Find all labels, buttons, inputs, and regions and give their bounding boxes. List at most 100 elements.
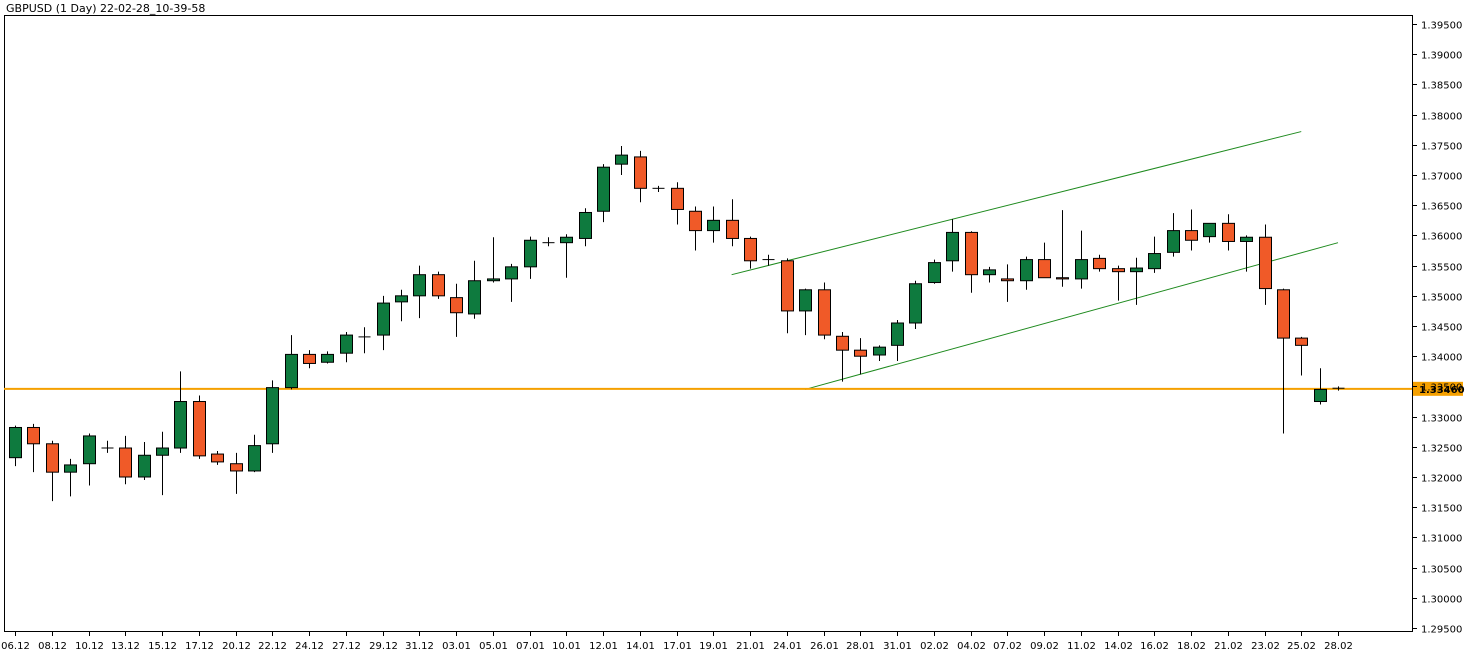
candle xyxy=(1277,288,1290,434)
candle xyxy=(432,271,445,299)
candle xyxy=(946,219,959,272)
x-tick-label: 14.02 xyxy=(1104,641,1133,652)
candle-body-bull xyxy=(1314,388,1327,403)
candle-body-bear xyxy=(119,447,132,478)
x-tick-label: 19.01 xyxy=(699,641,728,652)
candle-body-bull xyxy=(873,346,886,356)
candle-body-bull xyxy=(413,274,426,297)
candle xyxy=(1240,235,1253,272)
x-tick-label: 22.12 xyxy=(258,641,287,652)
candle-body-bear xyxy=(854,349,867,357)
candle-body-bear xyxy=(450,297,463,314)
candle-body-bull xyxy=(248,445,261,472)
trend-line xyxy=(804,242,1339,390)
candle xyxy=(1314,368,1327,405)
candle xyxy=(1167,213,1180,257)
candle xyxy=(1001,264,1014,302)
candle xyxy=(1075,230,1088,289)
x-tick-label: 31.01 xyxy=(883,641,912,652)
candle-body-bull xyxy=(468,280,481,315)
candle-body-bull xyxy=(928,262,941,284)
y-tick-label: 1.38000 xyxy=(1421,112,1462,123)
y-tick-label: 1.36000 xyxy=(1421,232,1462,243)
candle xyxy=(83,433,96,486)
x-tick-label: 24.01 xyxy=(773,641,802,652)
x-tick-label: 12.01 xyxy=(589,641,618,652)
y-tick-label: 1.35500 xyxy=(1421,263,1462,274)
candle xyxy=(1259,224,1272,305)
candle-body-bull xyxy=(615,154,628,165)
candle-body-bull xyxy=(597,166,610,212)
x-tick-label: 08.12 xyxy=(38,641,67,652)
x-tick-label: 06.12 xyxy=(1,641,30,652)
candle-body-bull xyxy=(138,454,151,478)
candle xyxy=(744,236,757,269)
x-tick-label: 03.01 xyxy=(442,641,471,652)
candle xyxy=(891,319,904,362)
candle xyxy=(156,431,169,496)
candle-body-bull xyxy=(524,239,537,268)
candle-body-bull xyxy=(377,302,390,336)
candle-body-bear xyxy=(46,443,59,473)
candle xyxy=(119,435,132,485)
candle-body-bull xyxy=(707,219,720,232)
candle xyxy=(1020,256,1033,290)
x-tick-label: 10.12 xyxy=(75,641,104,652)
x-tick-label: 16.02 xyxy=(1140,641,1169,652)
candle-body-bear xyxy=(1093,257,1106,270)
x-tick-label: 28.02 xyxy=(1324,641,1353,652)
candle xyxy=(799,288,812,336)
candle-body-bull xyxy=(9,426,22,459)
candle-body-bear xyxy=(818,289,831,336)
candle-body-bull xyxy=(487,278,500,282)
y-tick-label: 1.29500 xyxy=(1421,625,1462,636)
candle xyxy=(101,440,114,453)
candle xyxy=(64,458,77,497)
candle xyxy=(505,263,518,302)
candle xyxy=(689,206,702,251)
candle xyxy=(1295,336,1308,376)
candle xyxy=(1185,209,1198,251)
candle xyxy=(413,265,426,319)
x-tick-label: 17.01 xyxy=(663,641,692,652)
price-label: 1.33460 xyxy=(1419,385,1465,396)
candle xyxy=(579,208,592,247)
x-tick-label: 18.02 xyxy=(1177,641,1206,652)
candle xyxy=(46,440,59,502)
y-tick-label: 1.32000 xyxy=(1421,474,1462,485)
y-axis: 1.39500 1.39000 1.38500 1.38000 1.37500 1.370… xyxy=(1412,21,1462,636)
x-tick-label: 14.01 xyxy=(626,641,655,652)
x-tick-label: 28.01 xyxy=(846,641,875,652)
candle-body-bull xyxy=(340,334,353,354)
candle-body-bear xyxy=(726,219,739,239)
candle xyxy=(726,199,739,247)
candle-body-bull xyxy=(1130,267,1143,273)
chart-title: GBPUSD (1 Day) 22-02-28_10-39-58 xyxy=(6,2,205,15)
y-tick-label: 1.31000 xyxy=(1421,534,1462,545)
y-tick-label: 1.34000 xyxy=(1421,353,1462,364)
candle xyxy=(965,231,978,293)
candle xyxy=(487,237,500,283)
trend-line xyxy=(731,131,1302,276)
candle xyxy=(781,258,794,334)
candle xyxy=(1093,254,1106,272)
candle xyxy=(248,434,261,473)
candle xyxy=(1056,210,1069,287)
x-tick-label: 10.01 xyxy=(552,641,581,652)
candle xyxy=(1332,386,1345,391)
x-tick-label: 20.12 xyxy=(222,641,251,652)
candle-body-bull xyxy=(1203,222,1216,238)
x-tick-label: 13.12 xyxy=(111,641,140,652)
candle-body-bear xyxy=(1038,259,1051,279)
candle xyxy=(671,182,684,225)
candle xyxy=(340,332,353,363)
candle xyxy=(266,380,279,453)
horizontal-level-line: 1.33460 xyxy=(4,381,1465,396)
candle xyxy=(450,283,463,337)
candle xyxy=(615,146,628,176)
x-tick-label: 29.12 xyxy=(369,641,398,652)
candle-body-bull xyxy=(285,353,298,389)
y-tick-label: 1.35000 xyxy=(1421,293,1462,304)
candle xyxy=(542,237,555,247)
